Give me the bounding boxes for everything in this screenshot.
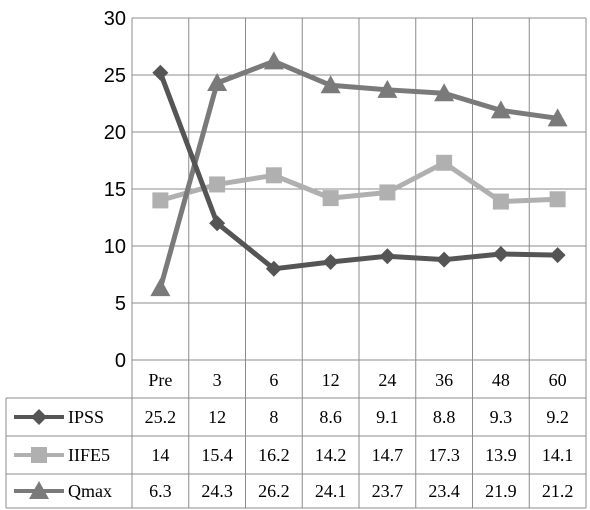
legend-label: Qmax xyxy=(68,481,112,501)
marker-point xyxy=(265,167,282,184)
marker-point xyxy=(29,481,49,499)
table-cell-value: 14.7 xyxy=(372,445,404,465)
series-line-iife5 xyxy=(159,160,558,205)
y-tick-label: 10 xyxy=(104,236,126,258)
marker-point xyxy=(263,51,284,70)
marker-point xyxy=(265,260,282,277)
marker-point xyxy=(209,176,226,193)
marker-point xyxy=(379,248,396,265)
table-cell-value: 17.3 xyxy=(428,445,460,465)
y-tick-label: 0 xyxy=(115,350,126,372)
x-category-label: Pre xyxy=(148,370,172,390)
table-cell-value: 8 xyxy=(269,407,278,427)
legend-label: IIFE5 xyxy=(68,445,110,465)
marker-point xyxy=(549,191,566,208)
y-tick-label: 20 xyxy=(104,122,126,144)
table-cell-value: 8.6 xyxy=(319,407,342,427)
table-cell-value: 23.4 xyxy=(428,481,460,501)
y-axis-ticks: 0 5 10 15 20 25 30 xyxy=(104,8,126,372)
marker-point xyxy=(492,193,509,210)
marker-point xyxy=(492,245,509,262)
table-cell-value: 8.8 xyxy=(433,407,456,427)
table-cell-value: 23.7 xyxy=(372,481,404,501)
y-tick-label: 30 xyxy=(104,8,126,30)
table-cell-value: 9.2 xyxy=(546,407,569,427)
marker-point xyxy=(152,192,169,209)
table-cell-value: 25.2 xyxy=(145,407,177,427)
table-cell-value: 21.2 xyxy=(542,481,574,501)
x-category-label: 6 xyxy=(269,370,278,390)
y-tick-label: 5 xyxy=(115,293,126,315)
table-cell-value: 21.9 xyxy=(485,481,517,501)
marker-point xyxy=(322,190,339,207)
gridlines xyxy=(131,17,587,508)
y-tick-label: 15 xyxy=(104,179,126,201)
x-category-label: 36 xyxy=(435,370,453,390)
table-cell-value: 6.3 xyxy=(149,481,172,501)
table-cell-value: 16.2 xyxy=(258,445,290,465)
marker-point xyxy=(379,184,396,201)
marker-point xyxy=(209,215,226,232)
series-line-qmax xyxy=(157,58,558,289)
table-cell-value: 12 xyxy=(208,407,226,427)
x-category-label: 48 xyxy=(492,370,510,390)
marker-point xyxy=(152,64,169,81)
table-cell-value: 15.4 xyxy=(201,445,233,465)
table-cell-value: 13.9 xyxy=(485,445,517,465)
marker-point xyxy=(320,75,341,94)
marker-point xyxy=(434,83,455,102)
table-cell-value: 24.1 xyxy=(315,481,347,501)
table-cell-value: 14.2 xyxy=(315,445,347,465)
marker-point xyxy=(549,247,566,264)
y-tick-label: 25 xyxy=(104,65,126,87)
legend-label: IPSS xyxy=(68,407,104,427)
marker-point xyxy=(31,447,47,463)
table-cell-value: 26.2 xyxy=(258,481,290,501)
marker-point xyxy=(207,72,228,91)
marker-point xyxy=(150,278,171,297)
x-category-label: 12 xyxy=(322,370,340,390)
table-cell-value: 24.3 xyxy=(201,481,233,501)
marker-point xyxy=(31,409,47,425)
x-category-label: 24 xyxy=(378,370,396,390)
table-cell-value: 14.1 xyxy=(542,445,574,465)
series-markers xyxy=(150,51,568,297)
marker-point xyxy=(377,79,398,98)
table-cell-value: 9.3 xyxy=(490,407,513,427)
table-cell-value: 14 xyxy=(151,445,169,465)
marker-point xyxy=(322,253,339,270)
series-lines xyxy=(157,58,558,289)
x-category-label: 60 xyxy=(549,370,567,390)
marker-point xyxy=(490,100,511,119)
marker-point xyxy=(547,108,568,127)
marker-point xyxy=(436,251,453,268)
series-line-ipss xyxy=(158,71,558,272)
table-cell-value: 9.1 xyxy=(376,407,399,427)
marker-point xyxy=(436,154,453,171)
x-category-label: 3 xyxy=(213,370,222,390)
